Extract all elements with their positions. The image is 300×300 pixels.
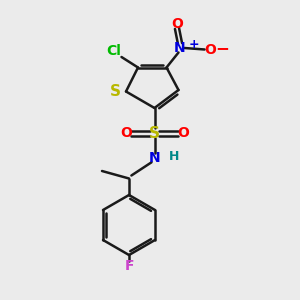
- Text: N: N: [174, 41, 186, 55]
- Text: O: O: [177, 127, 189, 140]
- Text: −: −: [215, 39, 229, 57]
- Text: S: S: [110, 84, 121, 99]
- Text: O: O: [120, 127, 132, 140]
- Text: O: O: [204, 43, 216, 56]
- Text: H: H: [169, 149, 179, 163]
- Text: N: N: [149, 151, 160, 164]
- Text: Cl: Cl: [106, 44, 122, 58]
- Text: S: S: [149, 126, 160, 141]
- Text: O: O: [171, 17, 183, 31]
- Text: +: +: [188, 38, 199, 52]
- Text: F: F: [124, 259, 134, 272]
